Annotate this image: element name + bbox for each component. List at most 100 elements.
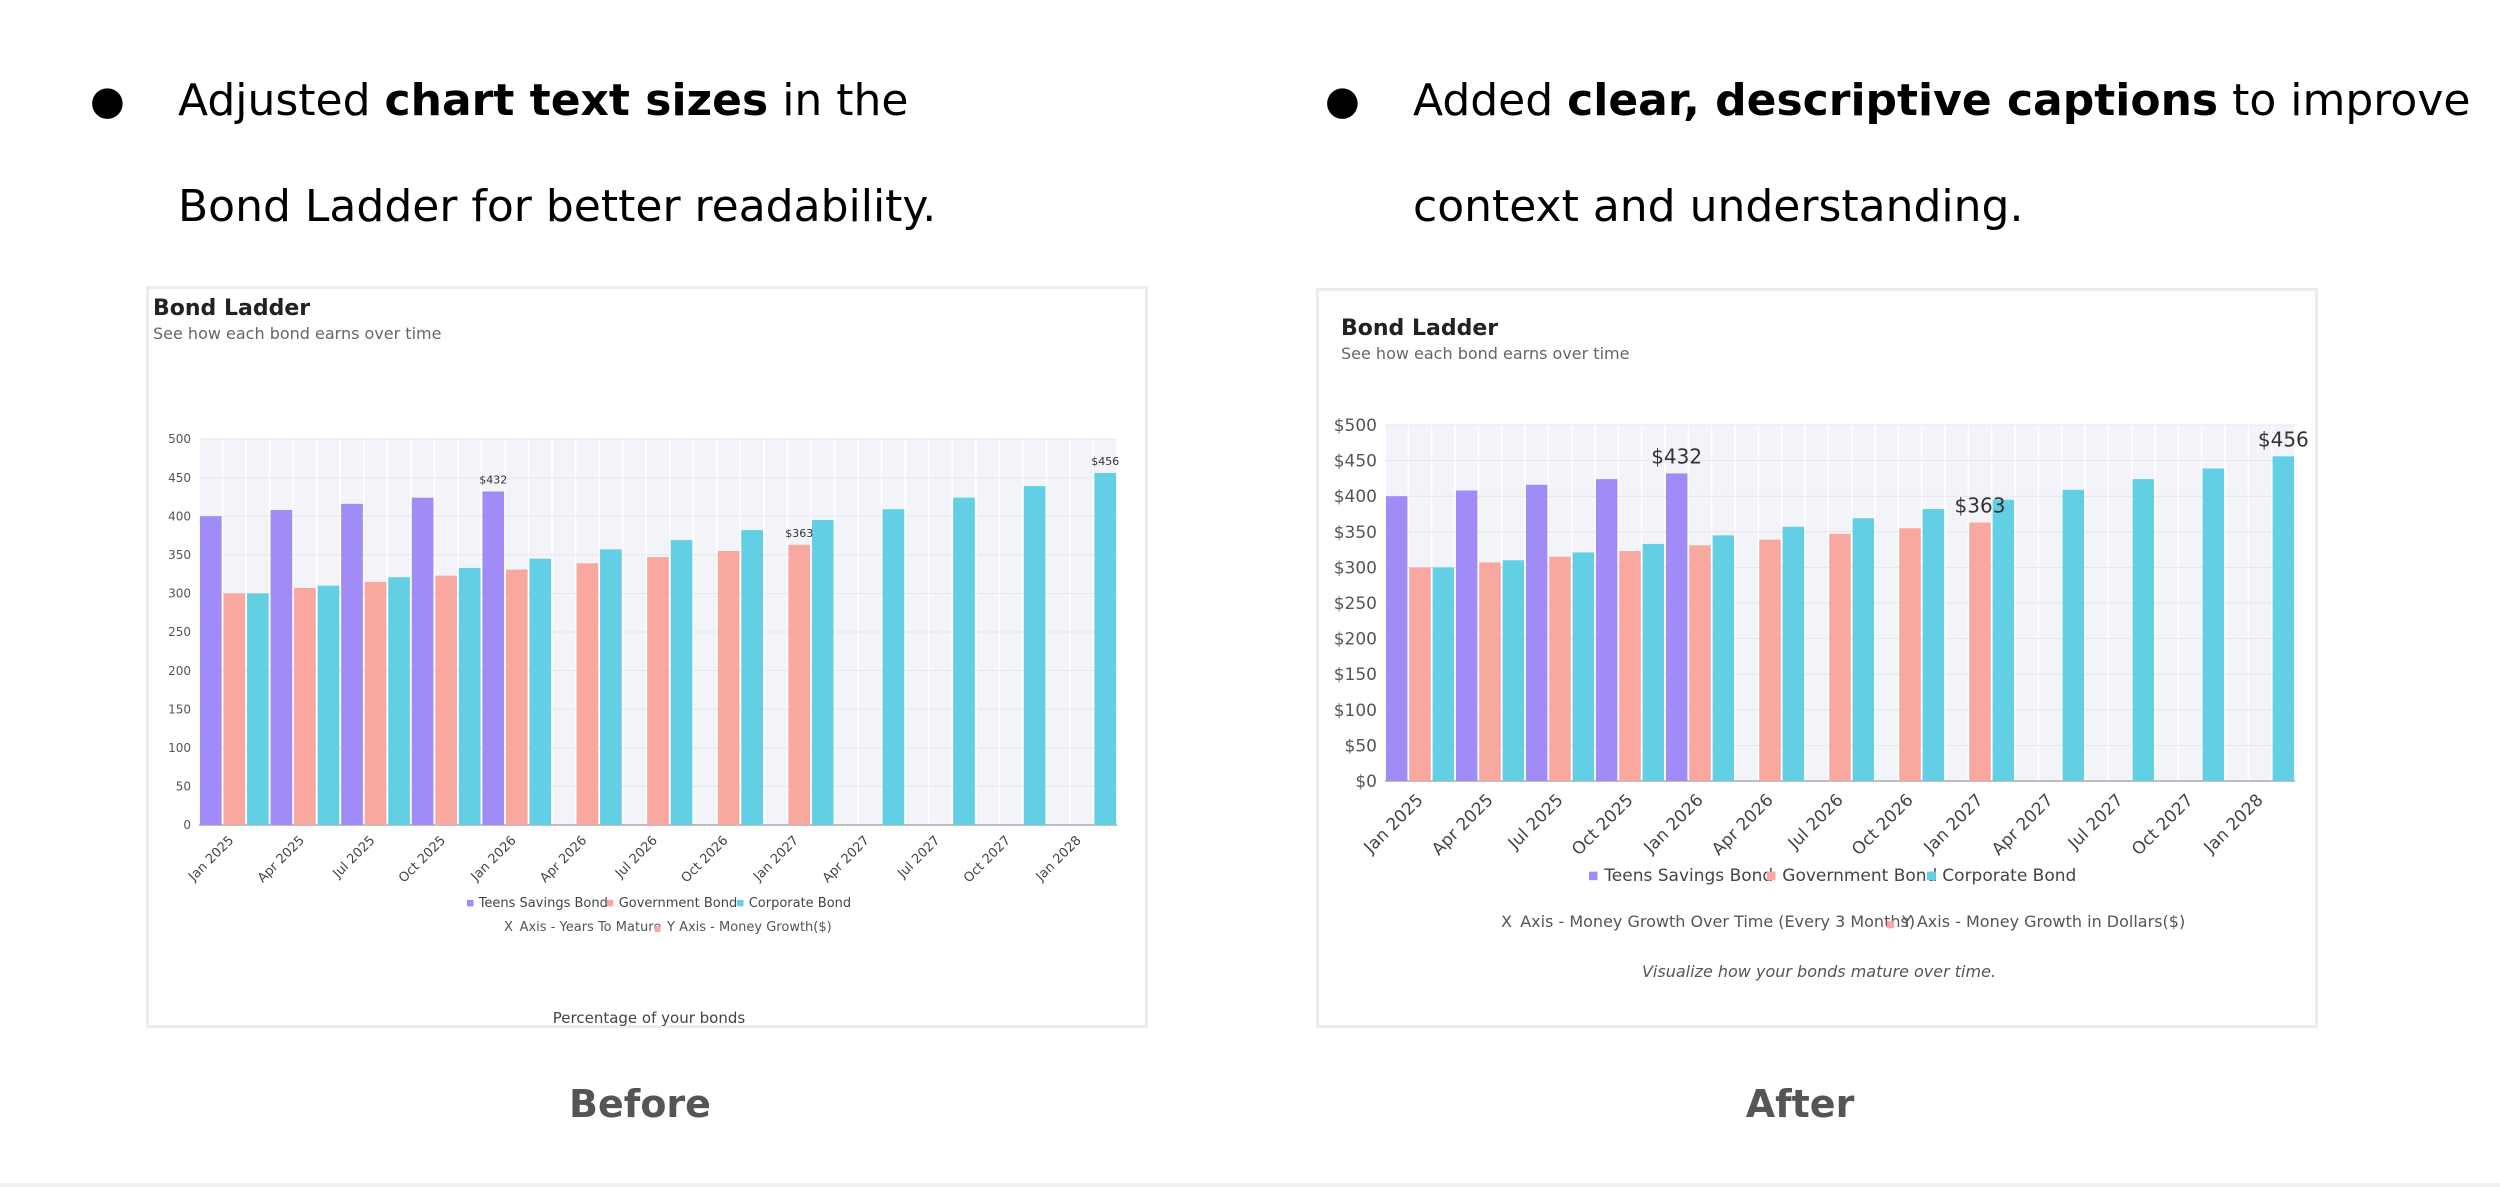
axis-note-text: Y Axis - Money Growth in Dollars($) [1901, 912, 2185, 931]
after-bond-ladder-chart: Bond Ladder See how each bond earns over … [1334, 316, 2309, 981]
bullet-right-pre: Added [1413, 75, 1568, 126]
bar [600, 549, 622, 825]
legend-swatch [1927, 871, 1936, 881]
bullet-left: ● Adjusted chart text sizes in the Bond … [90, 48, 937, 260]
axis-note-marker: X [1501, 912, 1512, 931]
bar [2272, 456, 2295, 781]
bar [458, 567, 481, 825]
x-tick-label: Apr 2027 [820, 833, 873, 886]
x-tick-label: Jul 2025 [1504, 790, 1568, 854]
y-tick-label: $250 [1334, 594, 1377, 614]
y-tick-label: $450 [1334, 452, 1377, 472]
bar [341, 503, 363, 825]
bullet-dot-left: ● [90, 78, 125, 124]
bar [670, 540, 693, 825]
bar [576, 563, 599, 825]
chart-footer: Visualize how your bonds mature over tim… [1642, 962, 1996, 981]
bullet-right-line1: Added clear, descriptive captions to imp… [1413, 48, 2470, 154]
x-tick-label: Apr 2025 [255, 833, 308, 886]
after-caption: After [1745, 1082, 1855, 1126]
bullet-left-mid: in the [768, 75, 909, 126]
legend-label: Government Bond [1782, 866, 1937, 886]
axis-note-marker: ■ [654, 924, 661, 933]
axis-note-marker: X [504, 920, 513, 935]
x-tick-label: Jul 2026 [1784, 790, 1848, 854]
x-tick-label: Jan 2027 [1920, 790, 1988, 858]
bar [1385, 496, 1408, 781]
x-tick-label: Apr 2025 [1428, 790, 1497, 859]
bar [1479, 562, 1501, 781]
x-tick-label: Jul 2027 [2064, 790, 2128, 854]
x-tick-label: Jan 2026 [468, 833, 520, 885]
bar [1782, 526, 1805, 781]
chart-subtitle: See how each bond earns over time [153, 324, 441, 343]
y-tick-label: $400 [1334, 487, 1377, 507]
bar [1712, 535, 1735, 781]
legend-swatch [1589, 871, 1598, 881]
x-tick-label: Jan 2026 [1640, 790, 1708, 858]
bar [1572, 552, 1595, 781]
y-tick-label: 300 [168, 587, 191, 601]
x-tick-label: Jan 2028 [1033, 833, 1085, 885]
legend-swatch [1767, 871, 1776, 881]
y-tick-label: $200 [1334, 630, 1377, 650]
bar [317, 585, 340, 825]
bar [1595, 479, 1618, 781]
bar [1899, 528, 1921, 781]
bullet-left-line2: Bond Ladder for better readability. [178, 181, 937, 232]
y-tick-label: 450 [168, 471, 191, 485]
bar [435, 575, 457, 825]
x-tick-label: Jul 2027 [895, 833, 944, 882]
x-tick-label: Jul 2026 [612, 833, 661, 882]
data-label: $363 [785, 527, 813, 540]
y-tick-label: $150 [1334, 665, 1377, 685]
x-tick-label: Oct 2025 [396, 833, 449, 886]
bar [529, 558, 552, 825]
bar [1922, 509, 1945, 781]
axis-note-marker: ■ [1886, 919, 1895, 930]
legend-label: Corporate Bond [1942, 866, 2076, 886]
y-tick-label: 50 [176, 780, 191, 794]
bar [741, 530, 763, 825]
bar [788, 544, 811, 825]
bar [2132, 479, 2155, 781]
bar [199, 516, 222, 825]
chart-title: Bond Ladder [1341, 316, 1498, 341]
bar [647, 557, 669, 825]
x-tick-label: Oct 2026 [1848, 790, 1917, 859]
after-chart-card: Bond Ladder See how each bond earns over … [1316, 288, 2318, 1028]
bar [1502, 560, 1525, 781]
bar [1455, 490, 1478, 781]
y-tick-label: 500 [168, 432, 191, 446]
x-tick-label: Jan 2028 [2200, 790, 2268, 858]
bar [1969, 522, 1991, 781]
bullet-left-bold: chart text sizes [384, 75, 769, 126]
bullet-right-line2: context and understanding. [1413, 181, 2024, 232]
x-tick-label: Apr 2026 [1708, 790, 1777, 859]
data-label: $432 [479, 473, 507, 486]
bar [1759, 539, 1781, 781]
bar [247, 593, 269, 825]
x-tick-label: Oct 2025 [1568, 790, 1637, 859]
y-tick-label: $50 [1345, 736, 1377, 756]
bar [953, 497, 975, 825]
chart-title: Bond Ladder [153, 296, 310, 321]
bullet-left-pre: Adjusted [178, 75, 385, 126]
before-bond-ladder-chart: Bond Ladder See how each bond earns over … [153, 296, 1119, 1027]
before-caption: Before [569, 1082, 711, 1126]
x-tick-label: Jul 2025 [330, 833, 379, 882]
bar [1829, 533, 1851, 781]
y-tick-label: $500 [1334, 416, 1377, 436]
bar [2202, 468, 2225, 781]
bar [717, 550, 740, 825]
bar [811, 520, 834, 825]
x-tick-label: Oct 2027 [961, 833, 1014, 886]
bar [1549, 556, 1571, 781]
bar [223, 593, 246, 825]
x-tick-label: Jan 2027 [750, 833, 802, 885]
bar [1642, 543, 1665, 781]
axis-note-text: Y Axis - Money Growth($) [666, 920, 832, 935]
bar [882, 509, 905, 825]
y-tick-label: $300 [1334, 558, 1377, 578]
bullet-right: ● Added clear, descriptive captions to i… [1325, 48, 2470, 260]
